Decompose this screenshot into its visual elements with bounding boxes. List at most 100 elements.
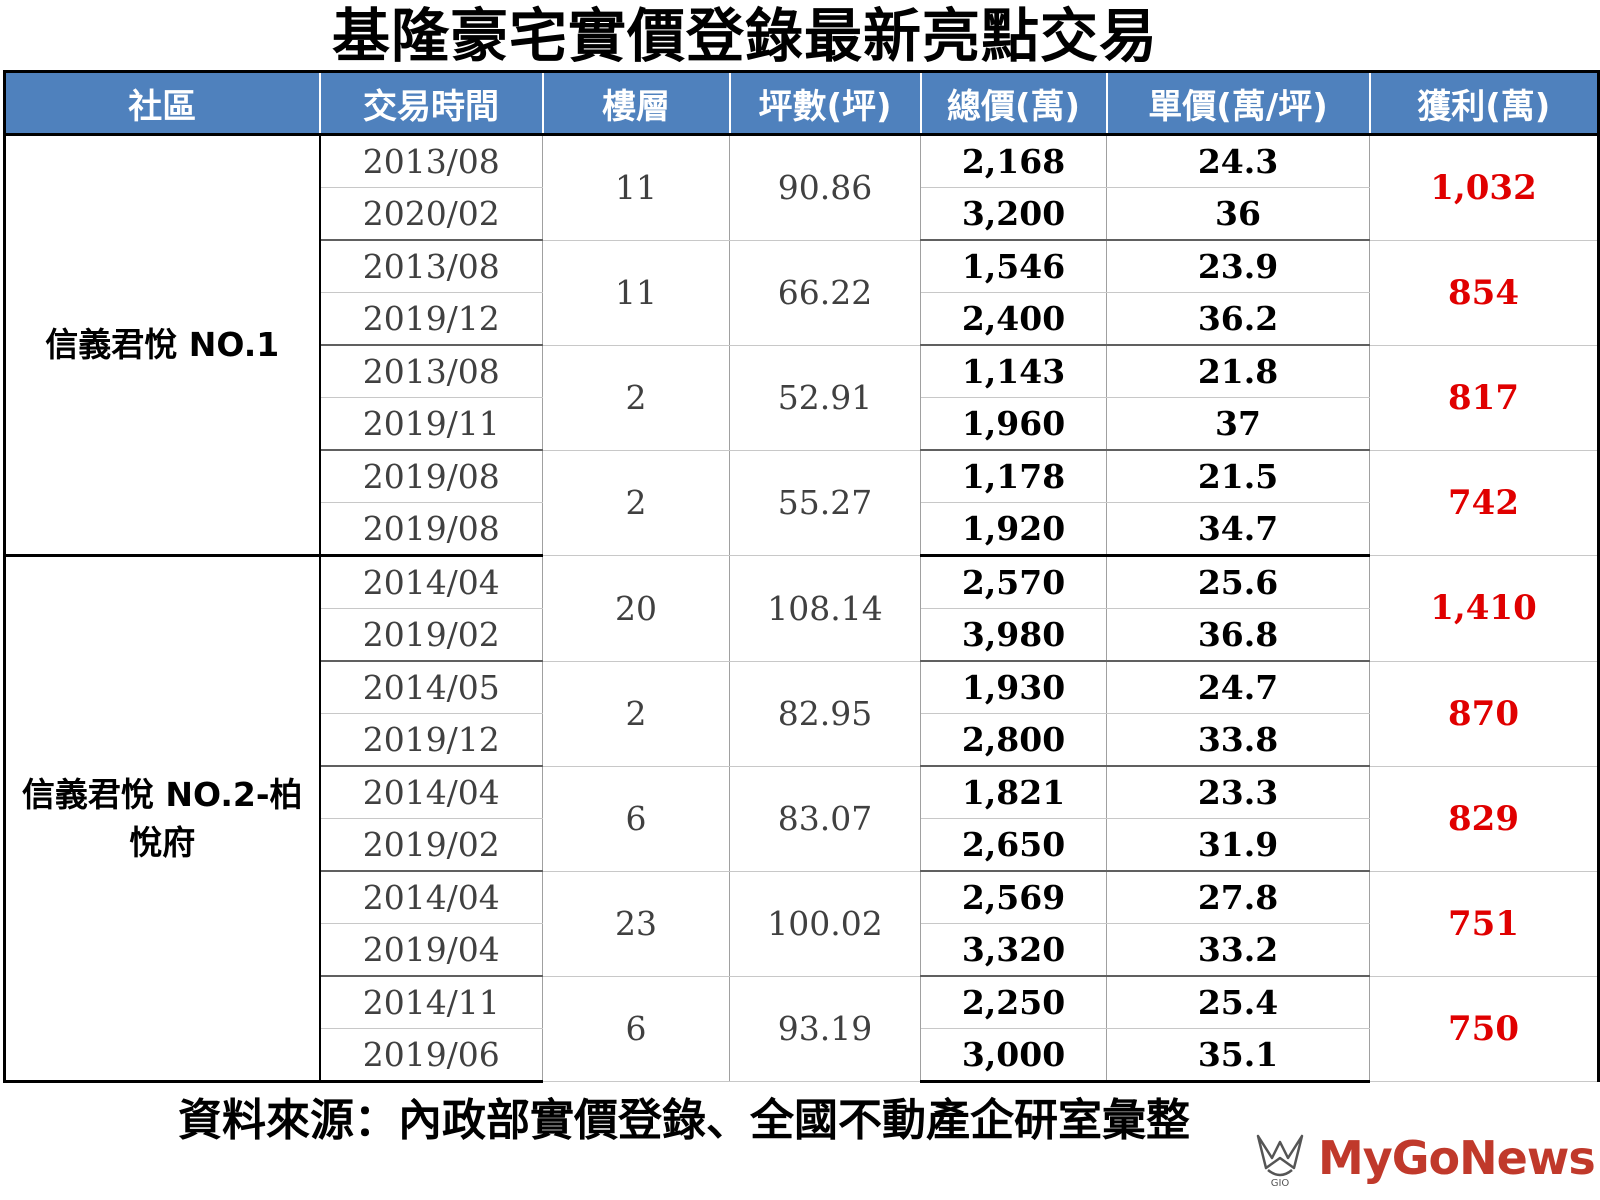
- header-community: 社區: [3, 70, 321, 136]
- table-row: 2019/08 1,920 34.7: [5, 502, 1599, 557]
- area-cell: 55.27: [729, 450, 921, 556]
- total-price-cell: 3,980: [920, 608, 1107, 662]
- floor-cell: 20: [542, 555, 730, 662]
- transaction-date: 2013/08: [319, 240, 543, 293]
- floor-cell: 11: [542, 240, 730, 346]
- table-row: 2019/08 2 55.27 1,178 21.5 742: [5, 450, 1600, 556]
- unit-price-cell: 35.1: [1106, 1028, 1370, 1083]
- transaction-date: 2019/08: [319, 450, 543, 503]
- transaction-date: 2020/02: [319, 187, 543, 241]
- table-row: 2019/06 3,000 35.1: [5, 1028, 1599, 1083]
- floor-cell: 2: [542, 345, 730, 451]
- total-price-cell: 2,570: [920, 555, 1107, 609]
- transaction-date: 2014/05: [319, 661, 543, 714]
- area-cell: 93.19: [729, 976, 921, 1082]
- total-price-cell: 2,650: [920, 818, 1107, 872]
- unit-price-cell: 23.3: [1106, 766, 1370, 819]
- unit-price-cell: 34.7: [1106, 502, 1370, 557]
- profit-cell: 1,032: [1369, 134, 1600, 241]
- table-row: 2019/12 2,400 36.2: [5, 292, 1599, 346]
- transaction-date: 2019/12: [319, 292, 543, 346]
- transaction-date: 2013/08: [319, 345, 543, 398]
- table-body: 信義君悅 NO.1 2013/08 11 90.86 2,168 24.3 1,032 202…: [3, 134, 1600, 1083]
- header-unit-price: 單價(萬/坪): [1105, 70, 1371, 136]
- total-price-cell: 1,821: [920, 766, 1107, 819]
- unit-price-cell: 21.8: [1106, 345, 1370, 398]
- total-price-cell: 1,920: [920, 502, 1107, 557]
- area-cell: 100.02: [729, 871, 921, 977]
- table-row: 2019/02 2,650 31.9: [5, 818, 1599, 872]
- unit-price-cell: 25.6: [1106, 555, 1370, 609]
- total-price-cell: 2,569: [920, 871, 1107, 924]
- transaction-date: 2019/02: [319, 608, 543, 662]
- floor-cell: 6: [542, 766, 730, 872]
- header-date: 交易時間: [318, 70, 544, 136]
- unit-price-cell: 33.2: [1106, 923, 1370, 977]
- floor-cell: 23: [542, 871, 730, 977]
- floor-cell: 6: [542, 976, 730, 1082]
- total-price-cell: 2,800: [920, 713, 1107, 767]
- mygonews-logo-icon: GIO: [1256, 1134, 1304, 1188]
- unit-price-cell: 33.8: [1106, 713, 1370, 767]
- area-cell: 82.95: [729, 661, 921, 767]
- data-source-note: 資料來源：內政部實價登錄、全國不動產企研室彙整: [178, 1095, 1190, 1146]
- table-row: 2013/08 11 66.22 1,546 23.9 854: [5, 240, 1600, 346]
- area-cell: 108.14: [729, 555, 921, 662]
- profit-cell: 1,410: [1369, 555, 1600, 662]
- unit-price-cell: 27.8: [1106, 871, 1370, 924]
- table-row: 2019/12 2,800 33.8: [5, 713, 1599, 767]
- floor-cell: 2: [542, 450, 730, 556]
- transaction-date: 2019/08: [319, 502, 543, 557]
- unit-price-cell: 21.5: [1106, 450, 1370, 503]
- area-cell: 83.07: [729, 766, 921, 872]
- logo-text: MyGoNews: [1318, 1131, 1596, 1185]
- table-row: 2014/04 23 100.02 2,569 27.8 751: [5, 871, 1600, 977]
- unit-price-cell: 36.2: [1106, 292, 1370, 346]
- unit-price-cell: 23.9: [1106, 240, 1370, 293]
- unit-price-cell: 37: [1106, 397, 1370, 451]
- total-price-cell: 1,960: [920, 397, 1107, 451]
- table-header-row: 社區 交易時間 樓層 坪數(坪) 總價(萬) 單價(萬/坪) 獲利(萬): [3, 70, 1600, 136]
- header-profit: 獲利(萬): [1368, 70, 1600, 136]
- total-price-cell: 1,546: [920, 240, 1107, 293]
- total-price-cell: 1,143: [920, 345, 1107, 398]
- mygonews-logo: GIO MyGoNews: [1250, 1128, 1596, 1188]
- total-price-cell: 2,250: [920, 976, 1107, 1029]
- profit-cell: 870: [1369, 661, 1600, 767]
- table-row: 2019/02 3,980 36.8: [5, 608, 1599, 662]
- community-name: 信義君悅 NO.2-柏悅府: [3, 555, 321, 1083]
- transaction-date: 2019/02: [319, 818, 543, 872]
- profit-cell: 742: [1369, 450, 1600, 556]
- table-row: 2014/05 2 82.95 1,930 24.7 870: [5, 661, 1600, 767]
- transaction-date: 2019/06: [319, 1028, 543, 1083]
- unit-price-cell: 36: [1106, 187, 1370, 241]
- community-name: 信義君悅 NO.1: [3, 134, 321, 557]
- logo-mark-text: GIO: [1271, 1178, 1290, 1188]
- total-price-cell: 3,200: [920, 187, 1107, 241]
- table-row: 2014/11 6 93.19 2,250 25.4 750: [5, 976, 1600, 1082]
- total-price-cell: 2,400: [920, 292, 1107, 346]
- table-row: 2019/04 3,320 33.2: [5, 923, 1599, 977]
- area-cell: 52.91: [729, 345, 921, 451]
- transaction-date: 2019/12: [319, 713, 543, 767]
- profit-cell: 854: [1369, 240, 1600, 346]
- total-price-cell: 3,000: [920, 1028, 1107, 1083]
- header-total-price: 總價(萬): [919, 70, 1108, 136]
- profit-cell: 829: [1369, 766, 1600, 872]
- total-price-cell: 1,930: [920, 661, 1107, 714]
- header-floor: 樓層: [541, 70, 731, 136]
- transaction-date: 2014/04: [319, 766, 543, 819]
- total-price-cell: 2,168: [920, 134, 1107, 188]
- unit-price-cell: 24.7: [1106, 661, 1370, 714]
- transaction-date: 2014/04: [319, 871, 543, 924]
- transaction-date: 2019/11: [319, 397, 543, 451]
- transaction-date: 2014/11: [319, 976, 543, 1029]
- unit-price-cell: 36.8: [1106, 608, 1370, 662]
- total-price-cell: 3,320: [920, 923, 1107, 977]
- profit-cell: 750: [1369, 976, 1600, 1082]
- table-row: 2013/08 2 52.91 1,143 21.8 817: [5, 345, 1600, 451]
- unit-price-cell: 25.4: [1106, 976, 1370, 1029]
- header-area: 坪數(坪): [728, 70, 922, 136]
- table-row: 信義君悅 NO.2-柏悅府 2014/04 20 108.14 2,570 25.6 1,4…: [3, 555, 1600, 1083]
- table-row: 2020/02 3,200 36: [5, 187, 1599, 241]
